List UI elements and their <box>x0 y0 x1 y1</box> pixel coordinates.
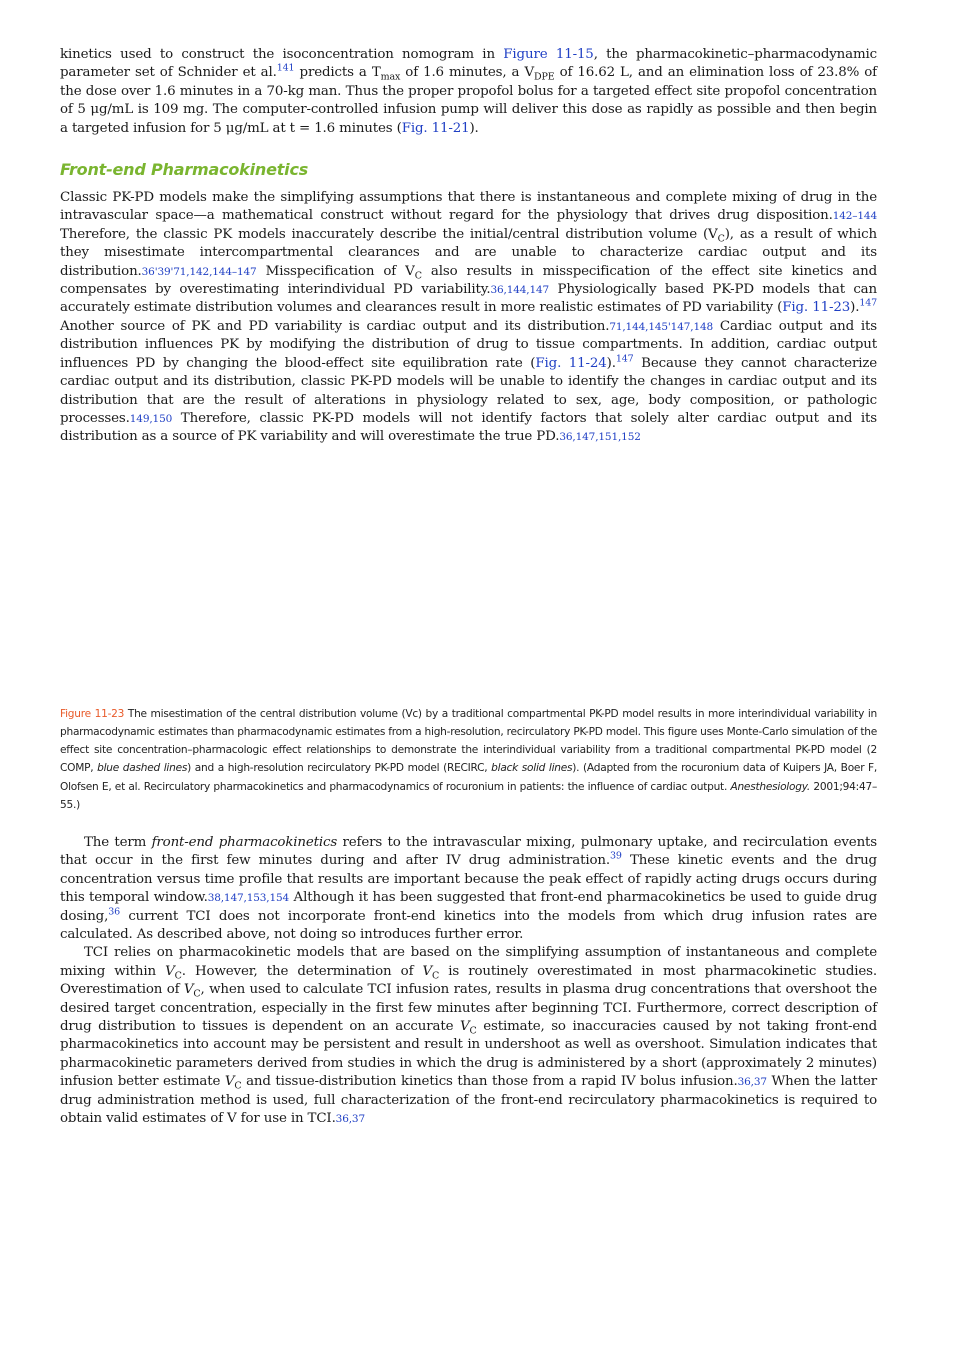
text-run: is routinely overestimated in most pharm… <box>60 963 877 998</box>
section-heading: Front-end Pharmacokinetics <box>60 160 309 180</box>
subscript: C <box>193 988 201 1000</box>
reference-citation[interactable]: 71,144,145'147,148 <box>609 320 714 333</box>
text-run: and tissue-distribution kinetics than th… <box>241 1074 738 1090</box>
text-run: current TCI does not incorporate front-e… <box>60 908 877 942</box>
text-run: ). <box>606 355 616 371</box>
text-run: Although it has been suggested that fron… <box>60 890 877 924</box>
text-run: ). (Adapted from the rocuronium data of … <box>60 762 878 793</box>
reference-superscript[interactable]: 39 <box>609 850 622 862</box>
italic-variable: V <box>183 982 194 998</box>
italic-text: front-end pharmacokinetics <box>151 834 338 850</box>
italic-variable: V <box>224 1074 235 1090</box>
text-run: refers to the intravascular mixing, pulm… <box>60 834 877 869</box>
front-end-paragraph: Classic PK-PD models make the simplifyin… <box>60 189 877 447</box>
reference-superscript[interactable]: 141 <box>276 62 295 74</box>
reference-citation[interactable]: 36,37 <box>335 1113 365 1126</box>
text-run: , the pharmacokinetic–pharmacodynamic pa… <box>60 47 877 81</box>
figure-link-11-21[interactable]: Fig. 11-21 <box>401 120 470 136</box>
tci-paragraph: TCI relies on pharmacokinetic models tha… <box>60 944 877 1128</box>
text-run: of 1.6 minutes, a V <box>400 65 534 81</box>
italic-text: blue dashed lines <box>97 762 188 775</box>
reference-citation[interactable]: 38,147,153,154 <box>207 892 290 905</box>
text-run: The term <box>84 834 152 850</box>
text-run: Misspecification of V <box>256 263 415 279</box>
reference-superscript[interactable]: 147 <box>615 353 634 365</box>
text-run: Classic PK-PD models make the simplifyin… <box>60 190 877 224</box>
text-run: predicts a T <box>294 65 381 81</box>
text-run: Another source of PK and PD variability … <box>60 318 610 334</box>
text-run: estimate, so inaccuracies caused by not … <box>60 1019 877 1090</box>
italic-text: Anesthesiology. <box>730 780 811 793</box>
document-page: kinetics used to construct the isoconcen… <box>60 46 877 1128</box>
reference-superscript[interactable]: 147 <box>859 298 877 309</box>
reference-citation[interactable]: 36,37 <box>737 1076 767 1089</box>
term-paragraph: The term front-end pharmacokinetics refe… <box>60 834 877 944</box>
text-run: of 16.62 L, and an elimination loss of 2… <box>60 65 877 136</box>
subscript: C <box>432 970 440 982</box>
intro-paragraph: kinetics used to construct the isoconcen… <box>60 46 877 138</box>
italic-variable: V <box>165 963 175 979</box>
text-run: ) and a high-resolution recirculatory PK… <box>187 762 492 775</box>
reference-citation[interactable]: 142–144 <box>832 210 877 223</box>
text-run: , when used to calculate TCI infusion ra… <box>60 982 877 1034</box>
text-run: Because they cannot characterize cardiac… <box>60 355 878 426</box>
reference-citation[interactable]: 36'39'71,142,144–147 <box>141 265 257 278</box>
reference-superscript[interactable]: 36 <box>108 906 120 918</box>
reference-citation[interactable]: 36,147,151,152 <box>559 431 641 444</box>
figure-caption: Figure 11-23 The misestimation of the ce… <box>60 705 877 814</box>
text-run: Therefore, classic PK-PD models will not… <box>60 410 877 445</box>
subscript: C <box>414 270 422 282</box>
text-run: ), as a result of which they misestimate… <box>60 226 877 279</box>
figure-placeholder <box>60 447 877 705</box>
subscript: max <box>380 72 401 84</box>
subscript: C <box>717 233 725 245</box>
figure-link-11-23[interactable]: Fig. 11-23 <box>782 300 851 316</box>
subscript: C <box>469 1025 477 1037</box>
figure-link-11-24[interactable]: Fig. 11-24 <box>535 355 607 371</box>
reference-citation[interactable]: 36,144,147 <box>490 284 550 297</box>
text-run: 2001;94:47–55.) <box>60 780 877 811</box>
text-run: Physiologically based PK-PD models that … <box>60 282 877 316</box>
text-run: also results in misspecification of the … <box>60 263 877 298</box>
text-run: TCI relies on pharmacokinetic models tha… <box>60 945 877 979</box>
spacer <box>60 814 877 834</box>
text-run: Therefore, the classic PK models inaccur… <box>60 226 718 242</box>
text-run: The misestimation of the central distrib… <box>60 707 877 775</box>
subscript: DPE <box>534 72 555 84</box>
text-run: kinetics used to construct the isoconcen… <box>60 47 504 62</box>
figure-link-11-15[interactable]: Figure 11-15 <box>503 47 594 62</box>
text-run: These kinetic events and the drug concen… <box>60 853 877 906</box>
italic-variable: V <box>459 1019 470 1034</box>
text-run: . However, the determination of <box>181 963 423 979</box>
subscript: C <box>234 1080 242 1092</box>
italic-text: black solid lines <box>491 762 573 775</box>
text-run: Cardiac output and its distribution infl… <box>60 318 877 371</box>
text-run: ). <box>850 300 860 316</box>
caption-label: Figure 11-23 <box>60 707 125 720</box>
text-run: When the latter drug administration meth… <box>60 1074 877 1127</box>
subscript: C <box>174 970 182 982</box>
text-run: ). <box>469 120 479 136</box>
reference-citation[interactable]: 149,150 <box>129 412 173 425</box>
italic-variable: V <box>422 963 433 979</box>
